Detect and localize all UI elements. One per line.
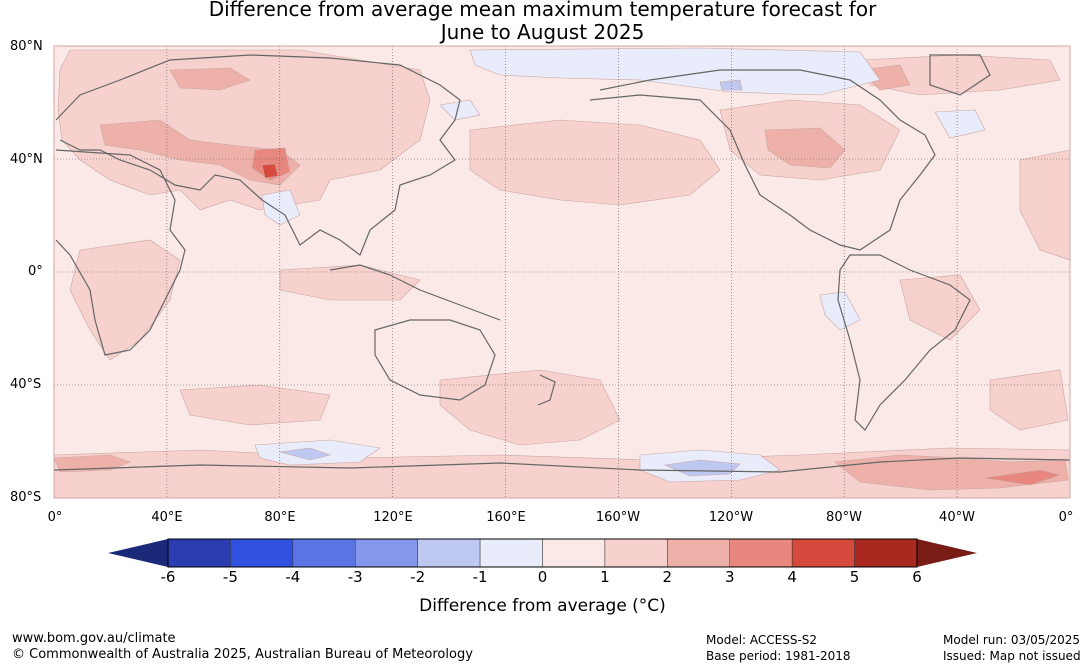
- anomaly-region-south-atlantic: [989, 369, 1069, 431]
- lon-label-120e: 120°E: [373, 510, 413, 525]
- colorbar-tick-label: 1: [600, 568, 610, 586]
- lon-label-120w: 120°W: [708, 510, 754, 525]
- anomaly-region-arctic-core: [719, 79, 743, 91]
- coastline-africa: [55, 149, 186, 356]
- lon-label-40w: 40°W: [939, 510, 975, 525]
- colorbar-segment: [542, 538, 606, 568]
- colorbar-segment: [604, 538, 668, 568]
- anomaly-region-north-atlantic: [934, 109, 986, 139]
- colorbar-tick-label: 0: [537, 568, 548, 586]
- colorbar-label: Difference from average (°C): [419, 596, 666, 616]
- colorbar-tick-label: 4: [787, 568, 797, 586]
- colorbar-segments: [167, 538, 918, 568]
- coastline-southeast-asia: [329, 264, 501, 321]
- footer-copyright: © Commonwealth of Australia 2025, Austra…: [12, 647, 473, 662]
- footer-url[interactable]: www.bom.gov.au/climate: [12, 631, 176, 646]
- lat-label-40n: 40°N: [10, 152, 43, 167]
- lon-label-80e: 80°E: [264, 510, 296, 525]
- colorbar-tick-label: -5: [222, 568, 238, 586]
- anomaly-region-south-pacific-core: [663, 459, 741, 477]
- footer-issued: Issued: Map not issued: [943, 649, 1081, 663]
- lat-label-80s: 80°S: [10, 490, 42, 505]
- lon-label-0-right: 0°: [1058, 510, 1074, 525]
- anomaly-region-east-pacific: [819, 291, 861, 331]
- colorbar-tick-label: 5: [849, 568, 860, 586]
- anomaly-region-south-indian-core: [279, 447, 332, 461]
- anomaly-region-antarctic-coast: [984, 469, 1062, 486]
- colorbar-segment: [355, 538, 418, 568]
- lon-label-80w: 80°W: [826, 510, 862, 525]
- anomaly-region-east-europe: [169, 67, 251, 91]
- anomaly-region-south-indian: [179, 384, 331, 426]
- lon-label-40e: 40°E: [151, 510, 183, 525]
- colorbar-tick-label: -1: [472, 568, 488, 586]
- lon-label-0: 0°: [47, 510, 63, 525]
- colorbar-frame: [167, 538, 918, 568]
- colorbar-segment: [729, 538, 793, 568]
- coastline-greenland: [929, 54, 991, 96]
- colorbar-tick-label: -4: [285, 568, 301, 586]
- anomaly-region-arctic-canada: [469, 47, 881, 96]
- lat-label-80n: 80°N: [10, 39, 43, 54]
- colorbar-segment: [417, 538, 481, 568]
- anomaly-region-tibet-core: [261, 163, 279, 179]
- anomaly-region-north-pacific: [469, 119, 721, 206]
- anomaly-region-india: [261, 189, 301, 226]
- colorbar-tick-label: -2: [410, 568, 426, 586]
- map-frame: [53, 45, 1071, 499]
- anomaly-regions: [54, 47, 1070, 498]
- lon-label-160w: 160°W: [595, 510, 641, 525]
- colorbar-segment: [167, 538, 231, 568]
- map-title-line1: Difference from average mean maximum tem…: [208, 0, 877, 21]
- colorbar-segment: [791, 538, 855, 568]
- anomaly-region-west-atlantic: [1019, 149, 1070, 261]
- footer-model-run: Model run: 03/05/2025: [943, 633, 1081, 647]
- coastline-eurasia: [55, 54, 461, 256]
- coastline-australia: [374, 319, 496, 401]
- lon-label-160e: 160°E: [486, 510, 526, 525]
- colorbar-tick-label: 2: [662, 568, 673, 586]
- footer-model: Model: ACCESS-S2: [706, 633, 818, 647]
- colorbar-tick-label: -6: [160, 568, 176, 586]
- colorbar-low-extend: [108, 539, 168, 567]
- footer-base-period: Base period: 1981-2018: [706, 649, 851, 663]
- anomaly-region-us-interior: [764, 127, 846, 169]
- anomaly-region-south-pacific: [439, 369, 621, 446]
- colorbar-segment: [667, 538, 730, 568]
- colorbar-tick-label: -3: [347, 568, 363, 586]
- coastline-antarctica: [54, 457, 1070, 473]
- colorbar-segment: [479, 538, 543, 568]
- colorbar-segment: [230, 538, 294, 568]
- colorbar-high-extend: [917, 539, 977, 567]
- colorbar-tick-label: 3: [724, 568, 735, 586]
- lat-label-equator: 0°: [28, 264, 43, 279]
- coastline-north-america: [589, 69, 936, 251]
- coastline-new-zealand: [537, 374, 556, 406]
- lat-label-40s: 40°S: [10, 377, 42, 392]
- anomaly-region-south-america: [899, 274, 981, 341]
- colorbar-tick-label: 6: [912, 568, 922, 586]
- colorbar-segment: [292, 538, 356, 568]
- map-title-line2: June to August 2025: [440, 20, 645, 44]
- colorbar-segment: [854, 538, 918, 568]
